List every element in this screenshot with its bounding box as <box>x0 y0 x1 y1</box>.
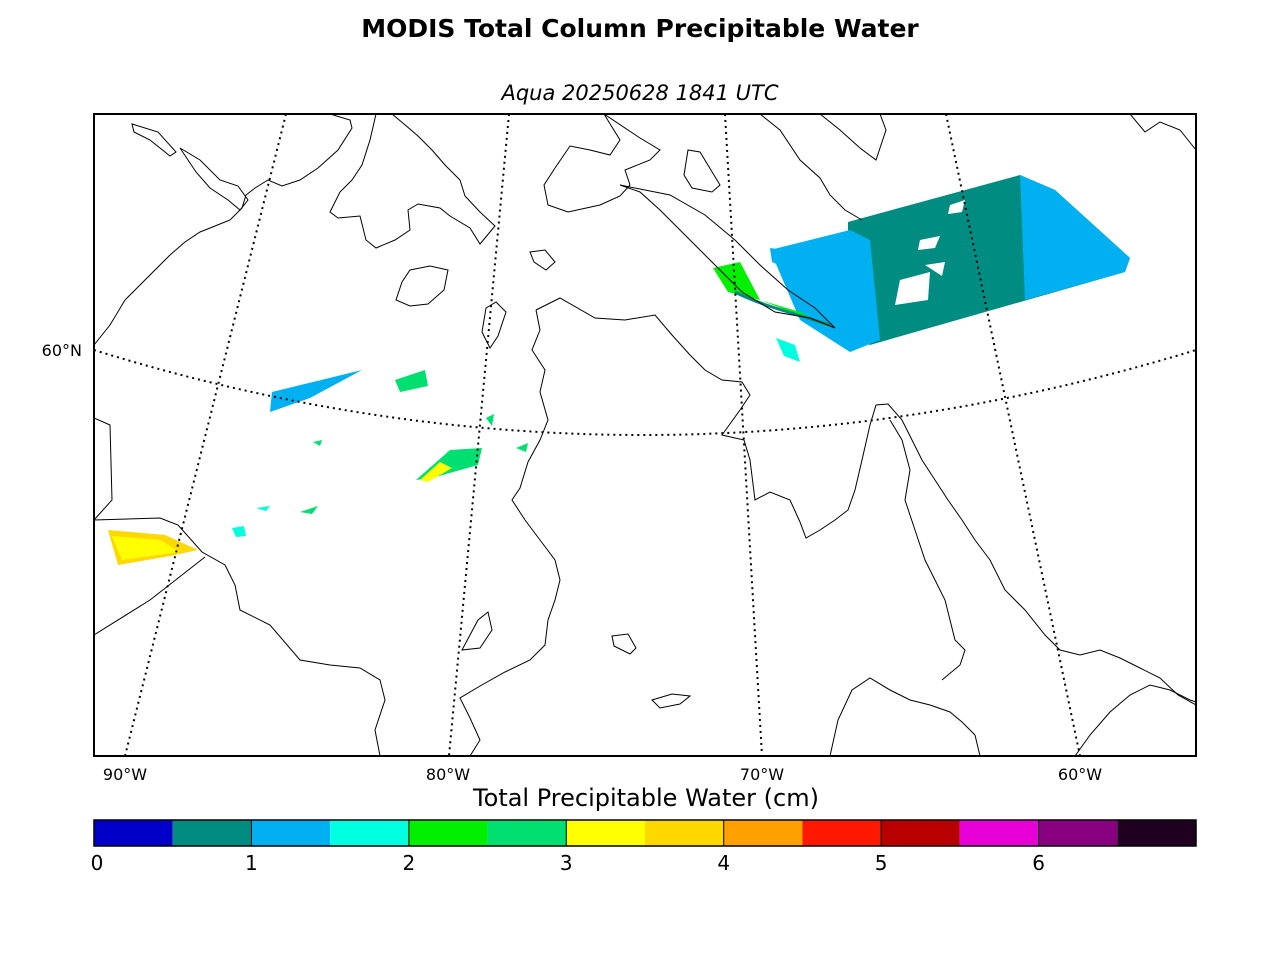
colorbar-segment <box>881 820 960 846</box>
colorbar-segment <box>1117 820 1196 846</box>
pw-swath-east <box>713 175 1130 362</box>
colorbar-segment <box>172 820 252 846</box>
colorbar-segment <box>566 820 645 846</box>
map-frame <box>93 113 1197 757</box>
lon-label-90w: 90°W <box>103 765 147 784</box>
colorbar-tick-label: 1 <box>245 851 258 875</box>
colorbar <box>94 820 1196 846</box>
pw-patch-southwest <box>108 530 198 565</box>
map-subtitle: Aqua 20250628 1841 UTC <box>501 81 779 105</box>
colorbar-segment <box>251 820 331 846</box>
colorbar-segment <box>408 820 488 846</box>
colorbar-segment <box>487 820 567 846</box>
colorbar-tick-label: 4 <box>717 851 730 875</box>
colorbar-tick-label: 6 <box>1032 851 1045 875</box>
lon-label-70w: 70°W <box>740 765 784 784</box>
coastlines <box>94 114 1196 756</box>
colorbar-tick-label: 0 <box>91 851 104 875</box>
colorbar-tick-label: 5 <box>875 851 888 875</box>
colorbar-segment <box>330 820 409 846</box>
lon-label-60w: 60°W <box>1058 765 1102 784</box>
colorbar-segment <box>94 820 173 846</box>
lat-label-60n: 60°N <box>42 341 82 360</box>
map-title: MODIS Total Column Precipitable Water <box>361 14 919 43</box>
colorbar-ticks: 0 1 2 3 4 5 6 <box>91 820 1045 875</box>
colorbar-segment <box>645 820 724 846</box>
graticule <box>94 114 1196 756</box>
colorbar-tick-label: 2 <box>402 851 415 875</box>
colorbar-title: Total Precipitable Water (cm) <box>472 784 819 812</box>
map-area <box>94 114 1196 756</box>
colorbar-tick-label: 3 <box>560 851 573 875</box>
colorbar-segment <box>1038 820 1118 846</box>
lon-label-80w: 80°W <box>426 765 470 784</box>
colorbar-segment <box>959 820 1039 846</box>
colorbar-segment <box>723 820 803 846</box>
colorbar-segment <box>802 820 882 846</box>
